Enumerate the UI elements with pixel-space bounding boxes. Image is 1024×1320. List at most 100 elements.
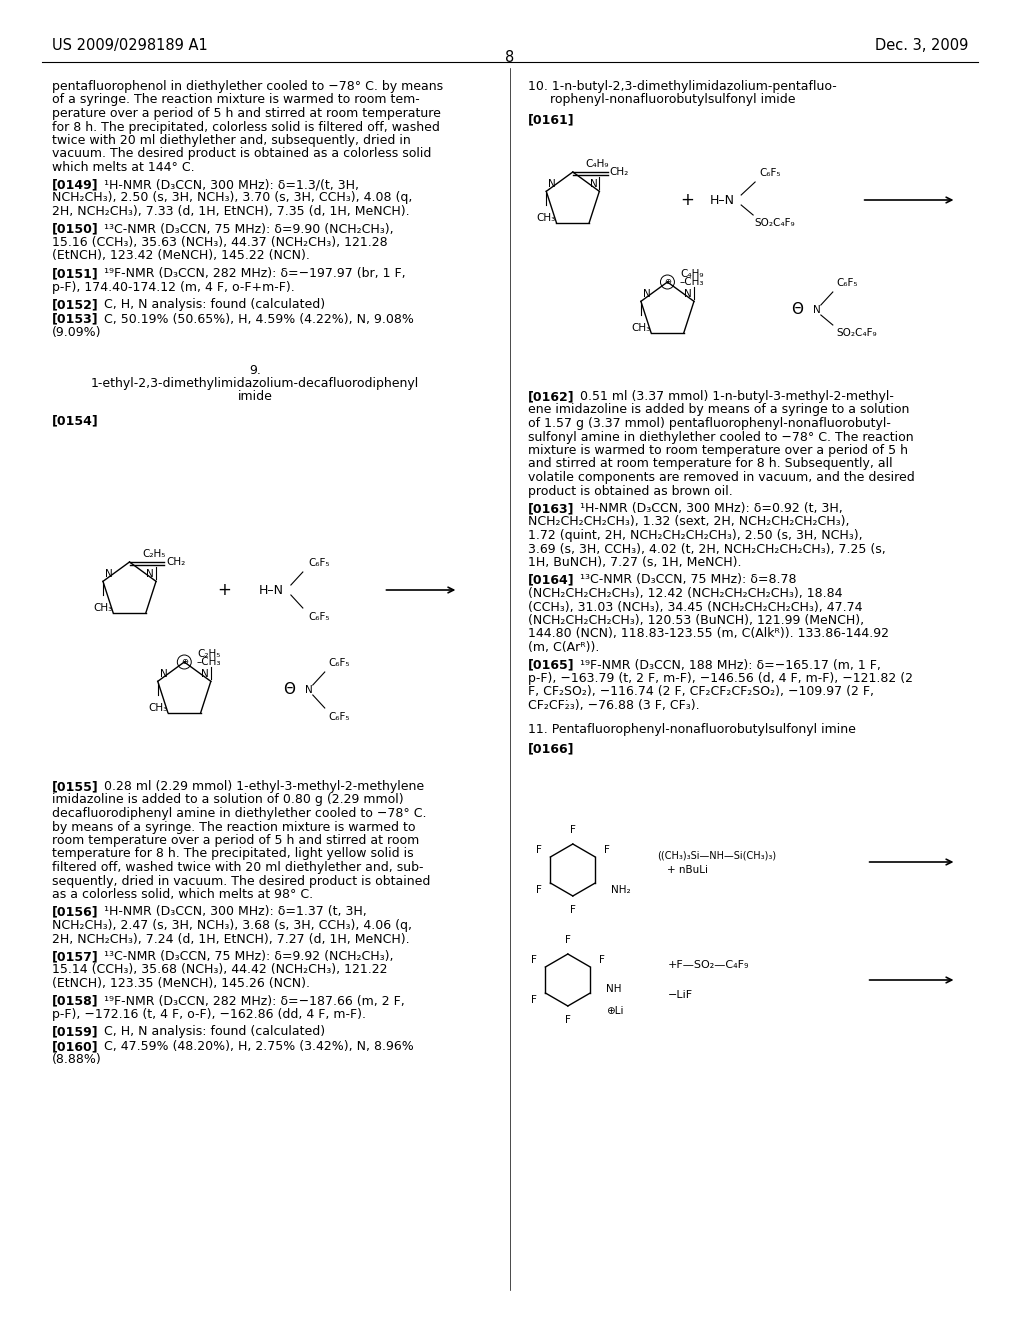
Text: N: N <box>813 305 820 315</box>
Text: 1-ethyl-2,3-dimethylimidazolium-decafluorodiphenyl: 1-ethyl-2,3-dimethylimidazolium-decafluo… <box>91 378 419 389</box>
Text: [0151]: [0151] <box>52 267 98 280</box>
Text: imidazoline is added to a solution of 0.80 g (2.29 mmol): imidazoline is added to a solution of 0.… <box>52 793 403 807</box>
Text: C₆F₅: C₆F₅ <box>329 657 350 668</box>
Text: 8: 8 <box>506 50 515 65</box>
Text: room temperature over a period of 5 h and stirred at room: room temperature over a period of 5 h an… <box>52 834 419 847</box>
Text: [0165]: [0165] <box>528 659 574 672</box>
Text: ¹⁹F-NMR (D₃CCN, 282 MHz): δ=−187.66 (m, 2 F,: ¹⁹F-NMR (D₃CCN, 282 MHz): δ=−187.66 (m, … <box>103 994 404 1007</box>
Text: 11. Pentafluorophenyl-nonafluorobutylsulfonyl imine: 11. Pentafluorophenyl-nonafluorobutylsul… <box>528 722 856 735</box>
Text: C₄H₉: C₄H₉ <box>586 160 609 169</box>
Text: 15.14 (CCH₃), 35.68 (NCH₃), 44.42 (NCH₂CH₃), 121.22: 15.14 (CCH₃), 35.68 (NCH₃), 44.42 (NCH₂C… <box>52 964 387 977</box>
Text: [0166]: [0166] <box>528 742 574 755</box>
Text: NCH₂CH₂CH₂CH₃), 1.32 (sext, 2H, NCH₂CH₂CH₂CH₃),: NCH₂CH₂CH₂CH₃), 1.32 (sext, 2H, NCH₂CH₂C… <box>528 516 850 528</box>
Text: F: F <box>565 936 570 945</box>
Text: C, H, N analysis: found (calculated): C, H, N analysis: found (calculated) <box>103 298 325 312</box>
Text: CH₂: CH₂ <box>166 557 185 568</box>
Text: CH₃: CH₃ <box>537 214 556 223</box>
Text: Θ: Θ <box>283 682 295 697</box>
Text: sequently, dried in vacuum. The desired product is obtained: sequently, dried in vacuum. The desired … <box>52 874 430 887</box>
Text: C₆F₅: C₆F₅ <box>759 168 780 178</box>
Text: C₆F₅: C₆F₅ <box>309 558 331 568</box>
Text: C₂H₅: C₂H₅ <box>198 649 220 660</box>
Text: F: F <box>570 904 575 915</box>
Text: ¹H-NMR (D₃CCN, 300 MHz): δ=1.3/(t, 3H,: ¹H-NMR (D₃CCN, 300 MHz): δ=1.3/(t, 3H, <box>103 178 358 191</box>
Text: +: + <box>680 191 694 209</box>
Text: 15.16 (CCH₃), 35.63 (NCH₃), 44.37 (NCH₂CH₃), 121.28: 15.16 (CCH₃), 35.63 (NCH₃), 44.37 (NCH₂C… <box>52 236 387 249</box>
Text: N: N <box>146 569 154 579</box>
Text: 9.: 9. <box>249 363 261 376</box>
Text: [0160]: [0160] <box>52 1040 98 1053</box>
Text: CF₂CF₂̇₃), −76.88 (3 F, CF₃).: CF₂CF₂̇₃), −76.88 (3 F, CF₃). <box>528 700 699 711</box>
Text: [0154]: [0154] <box>52 414 98 426</box>
Text: ⊕: ⊕ <box>181 657 187 667</box>
Text: SO₂C₄F₉: SO₂C₄F₉ <box>837 327 878 338</box>
Text: volatile components are removed in vacuum, and the desired: volatile components are removed in vacuu… <box>528 471 914 484</box>
Text: twice with 20 ml diethylether and, subsequently, dried in: twice with 20 ml diethylether and, subse… <box>52 135 411 147</box>
Text: +F—SO₂—C₄F₉: +F—SO₂—C₄F₉ <box>668 960 749 970</box>
Text: which melts at 144° C.: which melts at 144° C. <box>52 161 195 174</box>
Text: C₆F₅: C₆F₅ <box>837 279 858 288</box>
Text: [0159]: [0159] <box>52 1026 98 1039</box>
Text: ¹H-NMR (D₃CCN, 300 MHz): δ=1.37 (t, 3H,: ¹H-NMR (D₃CCN, 300 MHz): δ=1.37 (t, 3H, <box>103 906 367 919</box>
Text: Dec. 3, 2009: Dec. 3, 2009 <box>874 38 969 53</box>
Text: −LiF: −LiF <box>668 990 692 1001</box>
Text: NH: NH <box>606 983 622 994</box>
Text: –CH₃: –CH₃ <box>679 277 703 286</box>
Text: rophenyl-nonafluorobutylsulfonyl imide: rophenyl-nonafluorobutylsulfonyl imide <box>550 94 796 107</box>
Text: H–N: H–N <box>259 583 284 597</box>
Text: ene imidazoline is added by means of a syringe to a solution: ene imidazoline is added by means of a s… <box>528 404 909 417</box>
Text: Θ: Θ <box>791 302 803 318</box>
Text: N: N <box>105 569 113 579</box>
Text: CH₃: CH₃ <box>148 704 167 713</box>
Text: N: N <box>548 180 556 189</box>
Text: 0.51 ml (3.37 mmol) 1-n-butyl-3-methyl-2-methyl-: 0.51 ml (3.37 mmol) 1-n-butyl-3-methyl-2… <box>580 389 894 403</box>
Text: –CH₃: –CH₃ <box>197 657 221 667</box>
Text: C₆F₅: C₆F₅ <box>309 612 331 622</box>
Text: ⊕: ⊕ <box>664 277 671 286</box>
Text: C₄H₉: C₄H₉ <box>680 269 703 280</box>
Text: F: F <box>570 825 575 836</box>
Text: by means of a syringe. The reaction mixture is warmed to: by means of a syringe. The reaction mixt… <box>52 821 416 833</box>
Text: [0156]: [0156] <box>52 906 98 919</box>
Text: N: N <box>684 289 692 300</box>
Text: and stirred at room temperature for 8 h. Subsequently, all: and stirred at room temperature for 8 h.… <box>528 458 893 470</box>
Text: F: F <box>536 884 542 895</box>
Text: [0164]: [0164] <box>528 573 574 586</box>
Text: 2H, NCH₂CH₃), 7.24 (d, 1H, EtNCH), 7.27 (d, 1H, MeNCH).: 2H, NCH₂CH₃), 7.24 (d, 1H, EtNCH), 7.27 … <box>52 932 410 945</box>
Text: 10. 1-n-butyl-2,3-dimethylimidazolium-pentafluo-: 10. 1-n-butyl-2,3-dimethylimidazolium-pe… <box>528 81 837 92</box>
Text: ¹⁹F-NMR (D₃CCN, 282 MHz): δ=−197.97 (br, 1 F,: ¹⁹F-NMR (D₃CCN, 282 MHz): δ=−197.97 (br,… <box>103 267 406 280</box>
Text: mixture is warmed to room temperature over a period of 5 h: mixture is warmed to room temperature ov… <box>528 444 908 457</box>
Text: (m, C(Arᴿ)).: (m, C(Arᴿ)). <box>528 642 599 653</box>
Text: ¹⁹F-NMR (D₃CCN, 188 MHz): δ=−165.17 (m, 1 F,: ¹⁹F-NMR (D₃CCN, 188 MHz): δ=−165.17 (m, … <box>580 659 881 672</box>
Text: C₂H₅: C₂H₅ <box>142 549 166 560</box>
Text: 0.28 ml (2.29 mmol) 1-ethyl-3-methyl-2-methylene: 0.28 ml (2.29 mmol) 1-ethyl-3-methyl-2-m… <box>103 780 424 793</box>
Text: [0163]: [0163] <box>528 502 574 515</box>
Text: [0161]: [0161] <box>528 114 574 125</box>
Text: ¹³C-NMR (D₃CCN, 75 MHz): δ=8.78: ¹³C-NMR (D₃CCN, 75 MHz): δ=8.78 <box>580 573 797 586</box>
Text: p-F), −172.16 (t, 4 F, o-F), −162.86 (dd, 4 F, m-F).: p-F), −172.16 (t, 4 F, o-F), −162.86 (dd… <box>52 1008 366 1020</box>
Text: of 1.57 g (3.37 mmol) pentafluorophenyl-nonafluorobutyl-: of 1.57 g (3.37 mmol) pentafluorophenyl-… <box>528 417 891 430</box>
Text: F: F <box>530 956 537 965</box>
Text: [0153]: [0153] <box>52 313 98 326</box>
Text: CH₃: CH₃ <box>93 603 113 614</box>
Text: (9.09%): (9.09%) <box>52 326 101 339</box>
Text: NCH₂CH₃), 2.50 (s, 3H, NCH₃), 3.70 (s, 3H, CCH₃), 4.08 (q,: NCH₂CH₃), 2.50 (s, 3H, NCH₃), 3.70 (s, 3… <box>52 191 413 205</box>
Text: (NCH₂CH₂CH₂CH₃), 12.42 (NCH₂CH₂CH₂CH₃), 18.84: (NCH₂CH₂CH₂CH₃), 12.42 (NCH₂CH₂CH₂CH₃), … <box>528 587 843 601</box>
Text: as a colorless solid, which melts at 98° C.: as a colorless solid, which melts at 98°… <box>52 888 313 902</box>
Text: vacuum. The desired product is obtained as a colorless solid: vacuum. The desired product is obtained … <box>52 148 431 161</box>
Text: C, 47.59% (48.20%), H, 2.75% (3.42%), N, 8.96%: C, 47.59% (48.20%), H, 2.75% (3.42%), N,… <box>103 1040 414 1053</box>
Text: ¹³C-NMR (D₃CCN, 75 MHz): δ=9.92 (NCH₂CH₃),: ¹³C-NMR (D₃CCN, 75 MHz): δ=9.92 (NCH₂CH₃… <box>103 950 393 964</box>
Text: +: + <box>217 581 231 599</box>
Text: p-F), 174.40-174.12 (m, 4 F, o-F+m-F).: p-F), 174.40-174.12 (m, 4 F, o-F+m-F). <box>52 281 295 293</box>
Text: ((CH₃)₃Si—NH—Si(CH₃)₃): ((CH₃)₃Si—NH—Si(CH₃)₃) <box>657 850 776 861</box>
Text: CH₃: CH₃ <box>631 323 650 334</box>
Text: 144.80 (NCN), 118.83-123.55 (m, C(Alkᴿ)). 133.86-144.92: 144.80 (NCN), 118.83-123.55 (m, C(Alkᴿ))… <box>528 627 889 640</box>
Text: 3.69 (s, 3H, CCH₃), 4.02 (t, 2H, NCH₂CH₂CH₂CH₃), 7.25 (s,: 3.69 (s, 3H, CCH₃), 4.02 (t, 2H, NCH₂CH₂… <box>528 543 886 556</box>
Text: SO₂C₄F₉: SO₂C₄F₉ <box>754 218 795 228</box>
Text: F: F <box>599 956 605 965</box>
Text: (CCH₃), 31.03 (NCH₃), 34.45 (NCH₂CH₂CH₂CH₃), 47.74: (CCH₃), 31.03 (NCH₃), 34.45 (NCH₂CH₂CH₂C… <box>528 601 862 614</box>
Text: imide: imide <box>238 391 272 404</box>
Text: F: F <box>604 845 610 855</box>
Text: (EtNCH), 123.35 (MeNCH), 145.26 (NCN).: (EtNCH), 123.35 (MeNCH), 145.26 (NCN). <box>52 977 310 990</box>
Text: for 8 h. The precipitated, colorless solid is filtered off, washed: for 8 h. The precipitated, colorless sol… <box>52 120 439 133</box>
